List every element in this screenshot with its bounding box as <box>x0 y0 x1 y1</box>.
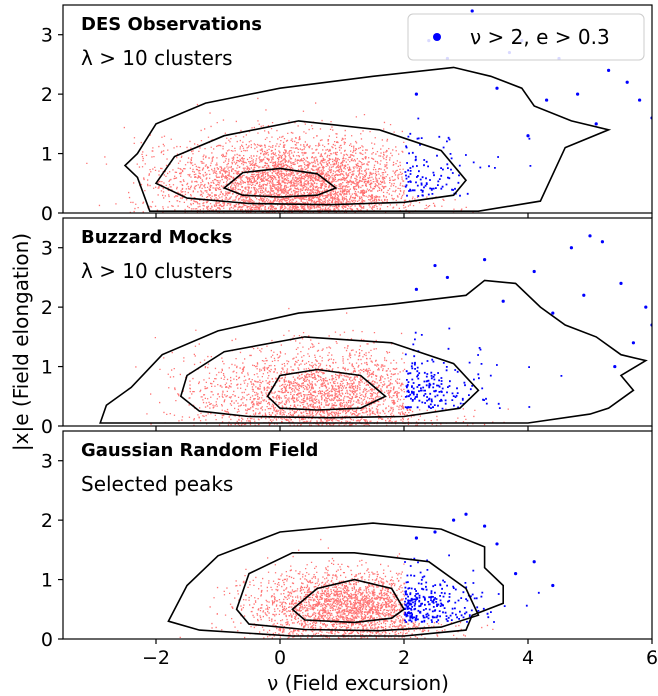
selected-point <box>569 246 574 250</box>
panel-title: Gaussian Random Field <box>81 440 318 461</box>
panel-3: 0 1 2 3 −2 0 2 4 6 Gaussian Random Field Selected … <box>41 430 658 669</box>
y-tick-label: 3 <box>41 238 53 260</box>
y-tick-label: 0 <box>41 629 53 651</box>
blue-points <box>404 117 532 197</box>
y-tick-label: 1 <box>41 570 53 592</box>
panel-title: DES Observations <box>81 14 262 35</box>
blue-points <box>404 554 540 623</box>
selected-point <box>631 341 636 345</box>
contour-3 <box>99 279 648 424</box>
selected-point <box>452 518 456 522</box>
xlabel: ν (Field excursion) <box>267 671 449 695</box>
selected-point <box>588 234 592 238</box>
panel-1: 0 1 2 3 DES Observations λ > 10 clusters ν > 2… <box>41 4 653 225</box>
selected-point <box>594 122 598 126</box>
legend-marker <box>433 33 441 41</box>
selected-point <box>495 542 499 546</box>
selected-point <box>582 293 586 297</box>
selected-point <box>501 299 505 303</box>
contour-1 <box>222 167 338 198</box>
selected-point <box>551 583 555 588</box>
y-tick-label: 0 <box>41 416 53 438</box>
red-points <box>135 307 509 426</box>
blue-points <box>404 327 563 410</box>
ylabel: |x|e (Field elongation) <box>9 233 33 451</box>
panel-frame <box>62 430 653 640</box>
y-tick-label: 1 <box>41 357 53 379</box>
selected-point <box>532 269 536 274</box>
panel-subtitle: Selected peaks <box>81 472 233 496</box>
y-tick-label: 2 <box>41 84 53 106</box>
selected-point <box>483 524 487 528</box>
plot-area <box>99 234 652 426</box>
selected-point <box>414 92 418 96</box>
selected-point <box>483 258 487 262</box>
contour-1 <box>291 578 406 624</box>
red-points <box>86 97 480 213</box>
y-tick-label: 2 <box>41 510 53 532</box>
selected-point <box>445 275 449 280</box>
legend: ν > 2, e > 0.3 <box>407 13 645 61</box>
selected-point <box>625 80 629 84</box>
x-tick-label: 0 <box>274 647 286 669</box>
selected-point <box>600 240 605 244</box>
selected-point <box>619 281 623 285</box>
panel-frame <box>62 4 653 214</box>
selected-point <box>607 68 611 72</box>
selected-point <box>470 9 474 13</box>
panel-title: Buzzard Mocks <box>81 227 232 248</box>
contour-1 <box>266 368 387 411</box>
selected-point <box>433 530 437 534</box>
selected-point <box>576 92 580 96</box>
panel-subtitle: λ > 10 clusters <box>81 46 233 70</box>
y-tick-label: 3 <box>41 451 53 473</box>
panel-frame <box>62 217 653 427</box>
contour-2 <box>154 120 468 206</box>
contour-2 <box>235 551 480 632</box>
selected-point <box>514 572 518 576</box>
selected-point <box>433 263 437 268</box>
selected-point <box>532 560 536 564</box>
x-tick-label: −2 <box>142 647 170 669</box>
y-tick-label: 2 <box>41 297 53 319</box>
y-tick-label: 3 <box>41 25 53 47</box>
plot-area <box>167 512 555 639</box>
selected-point <box>464 512 468 516</box>
contour-2 <box>179 336 480 419</box>
selected-point <box>495 86 499 90</box>
plot-area <box>86 9 652 213</box>
selected-point <box>638 98 642 102</box>
selected-point <box>414 287 418 291</box>
panel-2: 0 1 2 3 Buzzard Mocks λ > 10 clusters <box>41 217 653 438</box>
selected-point <box>551 311 555 315</box>
legend-box <box>407 13 645 61</box>
x-tick-label: 2 <box>398 647 410 669</box>
selected-point <box>613 364 617 369</box>
y-tick-label: 1 <box>41 144 53 166</box>
legend-label: ν > 2, e > 0.3 <box>470 25 610 49</box>
panel-subtitle: λ > 10 clusters <box>81 259 233 283</box>
selected-point <box>526 134 530 138</box>
selected-point <box>414 536 418 540</box>
selected-point <box>545 98 549 102</box>
x-tick-label: 4 <box>522 647 534 669</box>
selected-point <box>644 305 648 309</box>
red-points <box>179 538 494 639</box>
x-tick-label: 6 <box>646 647 658 669</box>
contour-3 <box>167 522 505 637</box>
contour-3 <box>123 66 612 212</box>
ylabel-group: |x|e (Field elongation) <box>9 233 33 451</box>
y-tick-label: 0 <box>41 203 53 225</box>
